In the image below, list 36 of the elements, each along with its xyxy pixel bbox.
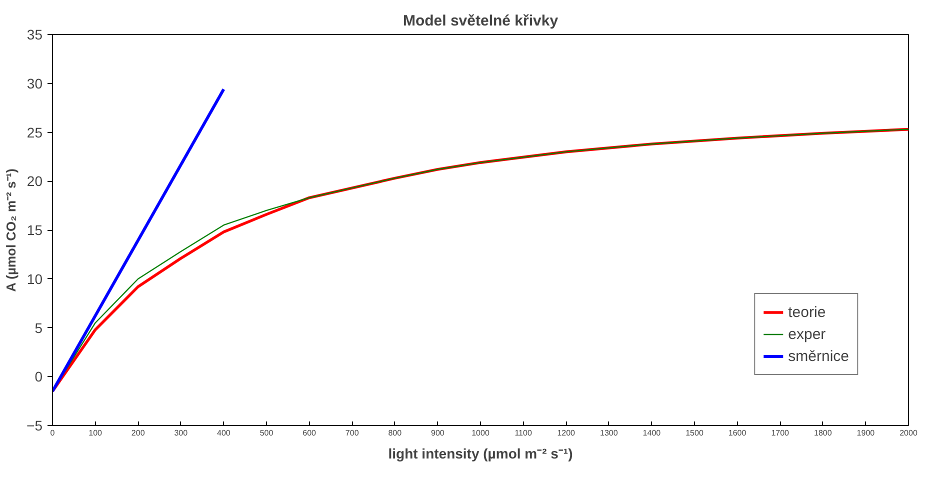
x-tick-label: 1100 [514,428,532,438]
y-tick-label: 10 [26,270,43,287]
x-tick-label: 1800 [814,428,832,438]
y-tick-label: 15 [26,222,43,238]
y-tick-label: 25 [26,124,43,140]
x-tick-label: 200 [131,428,146,438]
y-tick-label: 30 [26,75,43,92]
x-tick-label: 0 [50,428,56,438]
y-axis-title: A (µmol CO₂ m⁻² s⁻¹) [4,168,19,292]
x-tick-label: 100 [88,428,103,438]
x-tick-label: 800 [388,428,402,438]
x-tick-label: 400 [217,428,231,438]
x-tick-label: 2000 [900,428,918,438]
x-tick-label: 300 [174,428,188,438]
x-tick-label: 1900 [856,428,876,438]
x-tick-label: 1000 [472,428,490,438]
chart-title: Model světelné křivky [402,12,559,30]
x-tick-label: 700 [345,428,360,438]
x-tick-label: 1200 [557,428,576,438]
legend-label: teorie [788,304,826,320]
y-tick-label: −5 [26,418,43,434]
x-tick-label: 1400 [642,428,662,438]
x-tick-label: 500 [260,428,274,438]
x-tick-label: 1500 [686,428,704,438]
y-tick-label: 20 [26,173,43,190]
x-axis-title: light intensity (µmol m⁻² s⁻¹) [388,446,573,462]
x-tick-label: 1600 [728,428,747,438]
legend-label: exper [788,326,826,342]
legend-label: směrnice [788,348,849,364]
y-tick-label: 0 [34,368,43,385]
x-tick-label: 900 [431,428,445,438]
y-tick-label: 5 [34,320,43,336]
y-tick-label: 35 [26,26,43,42]
x-tick-label: 1300 [600,428,618,438]
x-tick-label: 1700 [771,428,790,438]
x-tick-label: 600 [302,428,317,438]
